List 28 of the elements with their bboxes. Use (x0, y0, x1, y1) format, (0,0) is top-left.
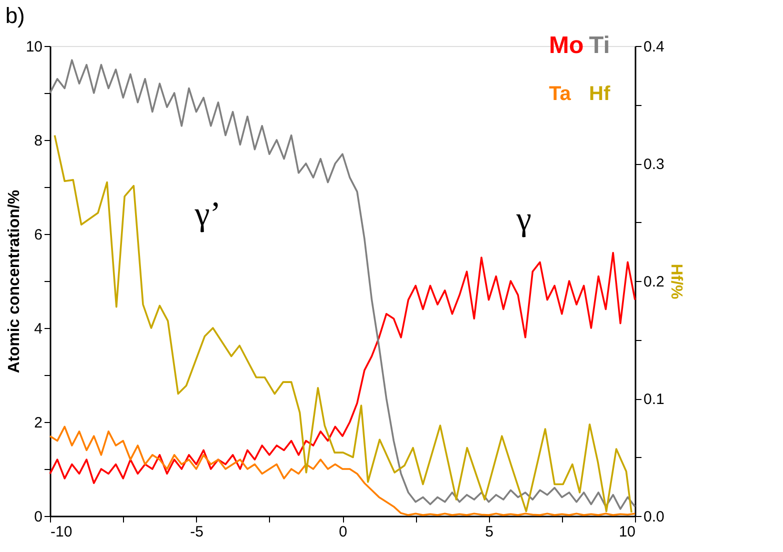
x-tick-label: -5 (190, 524, 204, 540)
y2-tick-label: 0.3 (644, 156, 664, 173)
annotation: γ’ (194, 196, 222, 234)
text: Hf (589, 83, 610, 105)
y-tick-label: 10 (26, 38, 42, 56)
y-tick-label: 4 (34, 320, 42, 338)
y2-tick-label: 0.4 (644, 38, 664, 56)
x-tick-label: -10 (50, 524, 72, 540)
y-tick-label: 2 (34, 414, 42, 432)
text: Ta (549, 83, 572, 105)
y2-tick-label: 0.1 (644, 391, 664, 408)
y-tick-label: 6 (34, 226, 42, 244)
x-tick-label: 0 (338, 524, 348, 540)
y2-axis-title: Hf/% (667, 264, 684, 300)
y-axis-title: Atomic concentration/% (6, 190, 23, 374)
y-tick-label: 0 (34, 508, 42, 526)
annotation: γ (515, 200, 532, 238)
x-tick-label: 10 (618, 524, 636, 540)
line-series (49, 59, 636, 510)
y2-tick-label: 0.2 (644, 274, 664, 290)
line-series (54, 134, 632, 514)
text: Ti (589, 32, 610, 59)
text: Mo (549, 32, 584, 59)
line-series (49, 252, 636, 484)
x-tick-label: 5 (485, 524, 494, 540)
y2-tick-label: 0.0 (644, 508, 664, 526)
chart-title: b) (5, 3, 25, 28)
y-tick-label: 8 (34, 132, 42, 150)
